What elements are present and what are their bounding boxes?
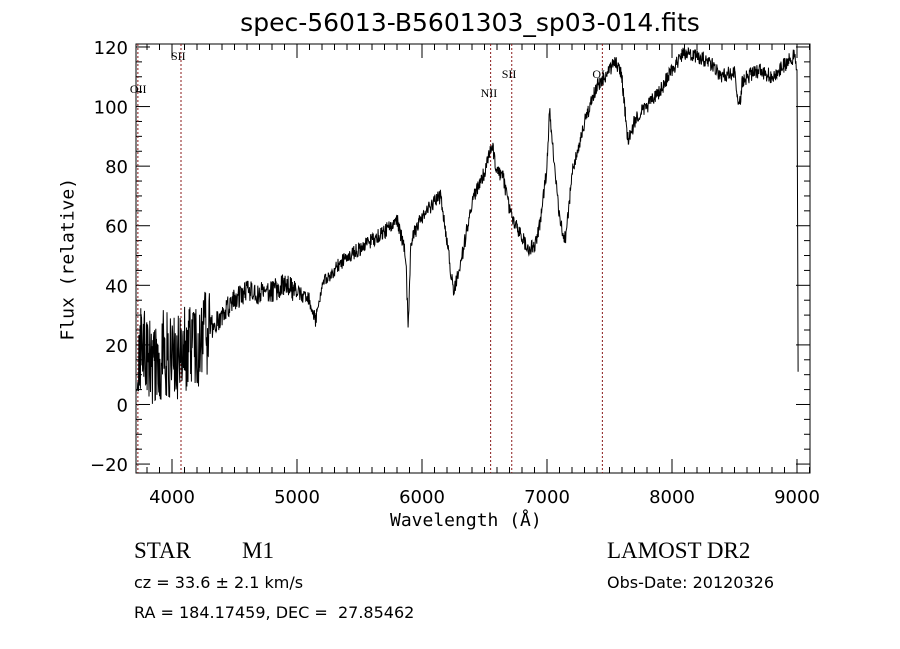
x-axis-label: Wavelength (Å): [390, 510, 542, 531]
x-tick-label: 8000: [649, 487, 695, 508]
object-type: STAR: [134, 538, 191, 563]
y-tick-label: 120: [94, 38, 128, 59]
survey-name: LAMOST DR2: [607, 538, 751, 563]
x-tick-label: 6000: [399, 487, 445, 508]
emission-line-label: SII: [502, 67, 517, 81]
obs-date: Obs-Date: 20120326: [607, 573, 775, 592]
y-tick-label: −20: [90, 455, 128, 476]
spectrum-line: [136, 46, 799, 404]
y-tick-label: 40: [105, 276, 128, 297]
y-tick-label: 0: [117, 395, 128, 416]
y-tick-label: 20: [105, 336, 128, 357]
ra-dec: RA = 184.17459, DEC = 27.85462: [134, 603, 415, 622]
object-subclass: M1: [242, 538, 274, 563]
redshift-cz: cz = 33.6 ± 2.1 km/s: [134, 573, 304, 592]
chart-title: spec-56013-B5601303_sp03-014.fits: [240, 8, 700, 37]
emission-line-label: SII: [171, 49, 186, 63]
x-tick-label: 4000: [149, 487, 195, 508]
emission-line-label: NII: [481, 86, 498, 100]
plot-frame: [135, 43, 811, 474]
x-tick-label: 7000: [524, 487, 570, 508]
y-tick-label: 80: [105, 157, 128, 178]
x-tick-label: 5000: [274, 487, 320, 508]
x-tick-label: 9000: [774, 487, 820, 508]
y-tick-label: 100: [94, 98, 128, 119]
emission-line-label: OII: [130, 82, 147, 96]
y-tick-label: 60: [105, 217, 128, 238]
y-axis-label: Flux (relative): [57, 177, 79, 341]
